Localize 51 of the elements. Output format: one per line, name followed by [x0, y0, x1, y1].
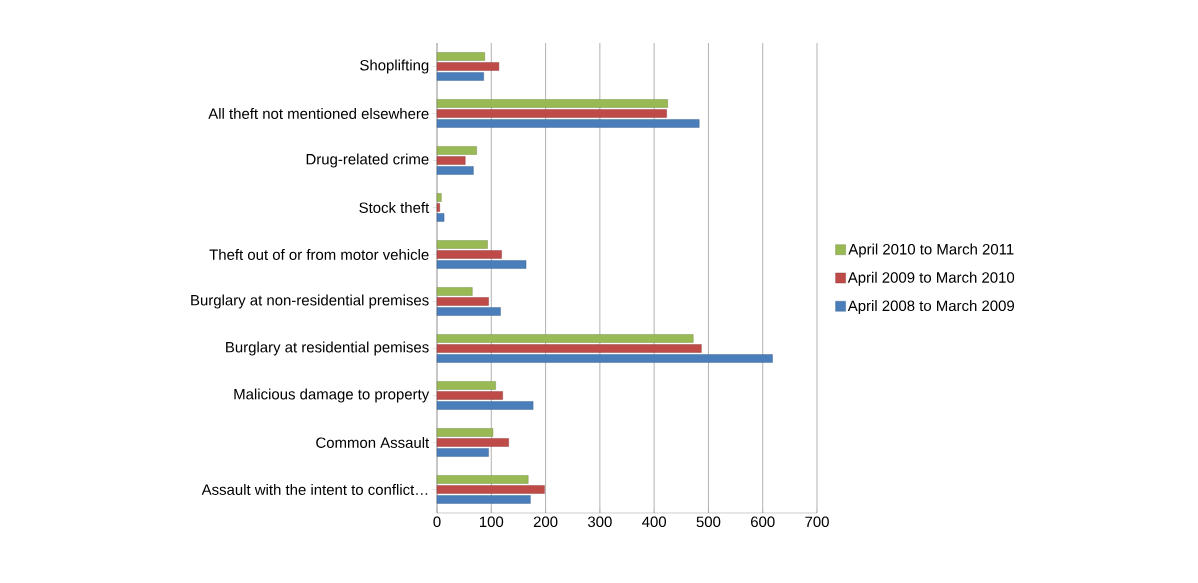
- x-tick-label: 600: [751, 516, 775, 528]
- bar: [436, 99, 668, 108]
- bar: [436, 260, 527, 269]
- bar: [436, 381, 496, 390]
- bar: [436, 213, 445, 222]
- bar: [436, 485, 545, 494]
- x-tick-label: 700: [805, 516, 829, 528]
- bar: [436, 72, 484, 81]
- bar: [436, 297, 489, 306]
- x-tick-label: 0: [433, 516, 441, 528]
- bar: [436, 391, 503, 400]
- legend-label: April 2009 to March 2010: [847, 271, 1015, 286]
- x-tick-label: 400: [642, 516, 667, 528]
- y-tick-label: Drug-related crime: [306, 153, 429, 168]
- bar: [436, 344, 702, 353]
- bar: [436, 287, 473, 296]
- x-tick-label: 300: [587, 516, 612, 528]
- y-tick-label: Stock theft: [359, 202, 430, 213]
- bar: [436, 428, 494, 437]
- x-tick-label: 500: [696, 516, 721, 528]
- bar: [436, 448, 489, 457]
- bar: [436, 401, 534, 410]
- bar: [436, 109, 667, 118]
- x-tick-label: 100: [479, 516, 504, 528]
- y-tick-label: Assault with the intent to conflict…: [201, 484, 428, 495]
- bar: [436, 166, 474, 175]
- bar: [436, 438, 509, 447]
- legend-label: April 2008 to March 2009: [847, 300, 1015, 315]
- legend-label: April 2010 to March 2011: [848, 243, 1014, 258]
- bar: [436, 146, 477, 155]
- bar: [436, 203, 440, 212]
- y-tick-label: Burglary at residential pemises: [226, 341, 429, 356]
- bar: [436, 193, 442, 202]
- y-tick-label: Burglary at non-residential premises: [191, 294, 429, 309]
- bar: [436, 250, 502, 259]
- bar: [436, 52, 485, 61]
- x-tick-label: 200: [533, 516, 558, 528]
- bar: [436, 240, 488, 249]
- y-tick-label: Common Assault: [316, 437, 430, 448]
- bar: [436, 334, 694, 343]
- y-tick-label: Theft out of or from motor vehicle: [209, 249, 429, 260]
- bar: [436, 62, 500, 71]
- bar: [436, 475, 529, 484]
- bar: [436, 119, 700, 128]
- y-tick-label: Shoplifting: [360, 59, 429, 74]
- y-tick-label: All theft not mentioned elsewhere: [208, 108, 429, 119]
- bar: [436, 495, 531, 504]
- y-tick-label: Malicious damage to property: [234, 388, 430, 403]
- bar: [436, 307, 501, 316]
- bar: [436, 354, 773, 363]
- bar: [436, 156, 466, 165]
